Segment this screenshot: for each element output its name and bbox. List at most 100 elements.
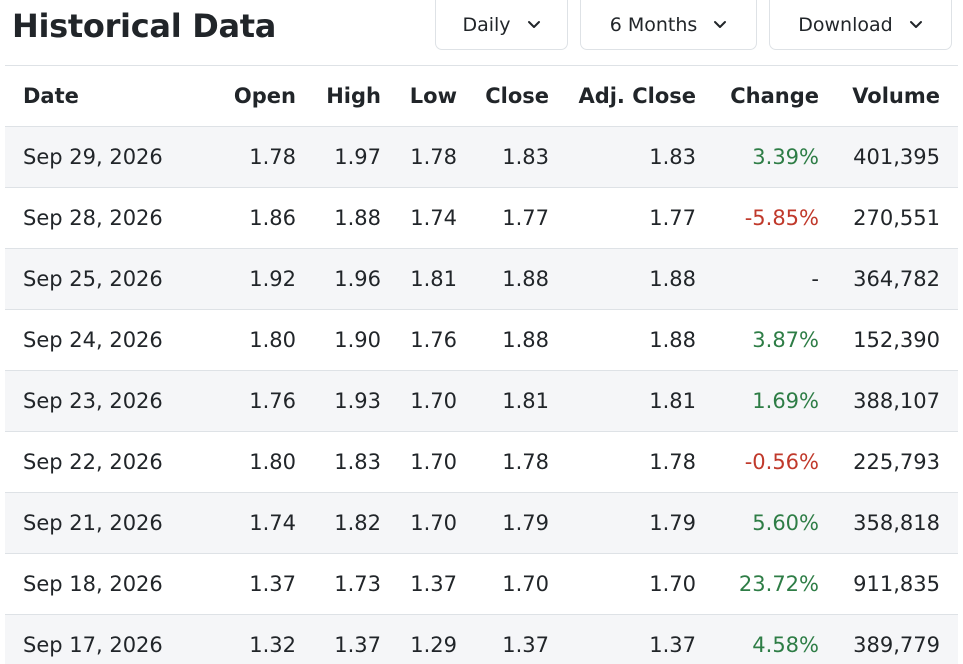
cell-adj-close: 1.88: [549, 309, 696, 371]
range-label: 6 Months: [609, 13, 698, 36]
column-header-change[interactable]: Change: [696, 65, 819, 127]
cell-low: 1.70: [381, 370, 457, 432]
frequency-dropdown[interactable]: Daily: [435, 0, 568, 50]
cell-open: 1.74: [183, 492, 296, 554]
table-row: Sep 22, 2026 1.80 1.83 1.70 1.78 1.78 -0.56% 22…: [5, 431, 958, 493]
cell-open: 1.76: [183, 370, 296, 432]
cell-close: 1.81: [457, 370, 549, 432]
cell-adj-close: 1.79: [549, 492, 696, 554]
table-row: Sep 29, 2026 1.78 1.97 1.78 1.83 1.83 3.39% 401…: [5, 126, 958, 188]
cell-high: 1.37: [296, 614, 381, 664]
frequency-label: Daily: [462, 13, 511, 36]
cell-volume: 364,782: [819, 248, 958, 310]
cell-high: 1.93: [296, 370, 381, 432]
cell-change: 5.60%: [696, 492, 819, 554]
column-header-date[interactable]: Date: [5, 65, 183, 127]
cell-date: Sep 22, 2026: [5, 431, 183, 493]
cell-date: Sep 23, 2026: [5, 370, 183, 432]
cell-close: 1.88: [457, 248, 549, 310]
cell-change: -5.85%: [696, 187, 819, 249]
cell-change: 3.87%: [696, 309, 819, 371]
table-row: Sep 23, 2026 1.76 1.93 1.70 1.81 1.81 1.69% 388…: [5, 370, 958, 432]
cell-volume: 358,818: [819, 492, 958, 554]
cell-open: 1.80: [183, 309, 296, 371]
table-row: Sep 25, 2026 1.92 1.96 1.81 1.88 1.88-364,782: [5, 248, 958, 310]
cell-low: 1.29: [381, 614, 457, 664]
cell-volume: 270,551: [819, 187, 958, 249]
cell-volume: 152,390: [819, 309, 958, 371]
cell-change: -0.56%: [696, 431, 819, 493]
cell-open: 1.80: [183, 431, 296, 493]
table-row: Sep 24, 2026 1.80 1.90 1.76 1.88 1.88 3.87% 152…: [5, 309, 958, 371]
cell-adj-close: 1.78: [549, 431, 696, 493]
cell-date: Sep 21, 2026: [5, 492, 183, 554]
page-title: Historical Data: [12, 7, 277, 45]
cell-open: 1.37: [183, 553, 296, 615]
cell-date: Sep 28, 2026: [5, 187, 183, 249]
cell-open: 1.86: [183, 187, 296, 249]
cell-date: Sep 24, 2026: [5, 309, 183, 371]
cell-adj-close: 1.77: [549, 187, 696, 249]
historical-data-table: Date Open High Low Close Adj. Close Chan…: [5, 65, 958, 664]
cell-high: 1.97: [296, 126, 381, 188]
table-row: Sep 17, 2026 1.32 1.37 1.29 1.37 1.37 4.58% 389…: [5, 614, 958, 664]
cell-high: 1.96: [296, 248, 381, 310]
cell-date: Sep 17, 2026: [5, 614, 183, 664]
cell-low: 1.76: [381, 309, 457, 371]
chevron-down-icon: [714, 20, 727, 28]
download-label: Download: [798, 13, 893, 36]
cell-date: Sep 29, 2026: [5, 126, 183, 188]
cell-high: 1.83: [296, 431, 381, 493]
cell-low: 1.70: [381, 431, 457, 493]
range-dropdown[interactable]: 6 Months: [580, 0, 757, 50]
cell-open: 1.78: [183, 126, 296, 188]
cell-volume: 388,107: [819, 370, 958, 432]
cell-low: 1.70: [381, 492, 457, 554]
cell-volume: 389,779: [819, 614, 958, 664]
cell-low: 1.81: [381, 248, 457, 310]
cell-open: 1.92: [183, 248, 296, 310]
table-header-row: Date Open High Low Close Adj. Close Chan…: [5, 65, 958, 127]
column-header-adj-close[interactable]: Adj. Close: [549, 65, 696, 127]
cell-high: 1.73: [296, 553, 381, 615]
cell-adj-close: 1.37: [549, 614, 696, 664]
table-row: Sep 28, 2026 1.86 1.88 1.74 1.77 1.77 -5.85% 27…: [5, 187, 958, 249]
cell-date: Sep 18, 2026: [5, 553, 183, 615]
cell-change: 1.69%: [696, 370, 819, 432]
cell-low: 1.37: [381, 553, 457, 615]
cell-volume: 911,835: [819, 553, 958, 615]
chevron-down-icon: [527, 20, 540, 28]
cell-close: 1.78: [457, 431, 549, 493]
column-header-high[interactable]: High: [296, 65, 381, 127]
cell-adj-close: 1.81: [549, 370, 696, 432]
cell-adj-close: 1.83: [549, 126, 696, 188]
cell-volume: 401,395: [819, 126, 958, 188]
cell-close: 1.79: [457, 492, 549, 554]
cell-low: 1.78: [381, 126, 457, 188]
cell-close: 1.88: [457, 309, 549, 371]
column-header-low[interactable]: Low: [381, 65, 457, 127]
download-dropdown[interactable]: Download: [769, 0, 952, 50]
cell-close: 1.83: [457, 126, 549, 188]
cell-adj-close: 1.70: [549, 553, 696, 615]
column-header-close[interactable]: Close: [457, 65, 549, 127]
cell-low: 1.74: [381, 187, 457, 249]
table-row: Sep 18, 2026 1.37 1.73 1.37 1.70 1.70 23.72% 91…: [5, 553, 958, 615]
cell-change: 3.39%: [696, 126, 819, 188]
cell-close: 1.70: [457, 553, 549, 615]
column-header-volume[interactable]: Volume: [819, 65, 958, 127]
cell-change: -: [696, 248, 819, 310]
column-header-open[interactable]: Open: [183, 65, 296, 127]
table-row: Sep 21, 2026 1.74 1.82 1.70 1.79 1.79 5.60% 358…: [5, 492, 958, 554]
chevron-down-icon: [909, 20, 922, 28]
cell-open: 1.32: [183, 614, 296, 664]
cell-change: 4.58%: [696, 614, 819, 664]
cell-high: 1.90: [296, 309, 381, 371]
cell-adj-close: 1.88: [549, 248, 696, 310]
cell-high: 1.82: [296, 492, 381, 554]
cell-close: 1.37: [457, 614, 549, 664]
cell-date: Sep 25, 2026: [5, 248, 183, 310]
table-body: Sep 29, 2026 1.78 1.97 1.78 1.83 1.83 3.39% 401…: [5, 126, 958, 664]
cell-close: 1.77: [457, 187, 549, 249]
